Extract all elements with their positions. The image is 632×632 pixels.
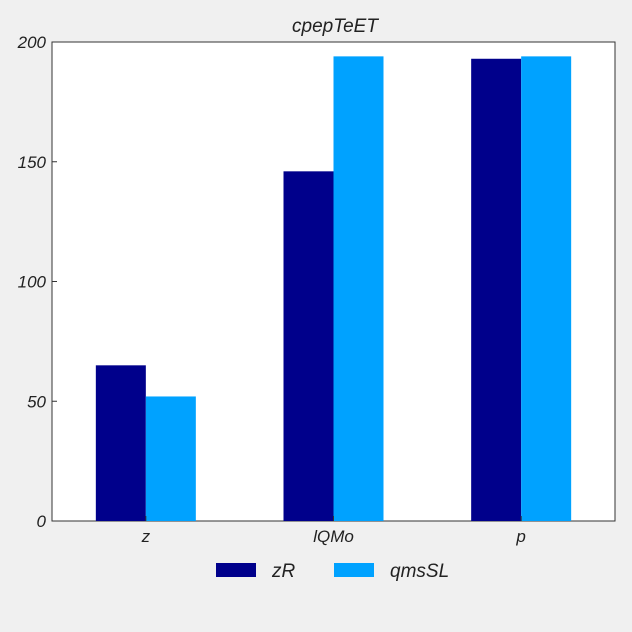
- x-axis: z lQMo p: [141, 516, 526, 546]
- bar-qmsSL-p: [521, 56, 572, 522]
- bar-zR-p: [471, 58, 522, 521]
- legend-label-zR: zR: [271, 561, 296, 582]
- y-tick-label: 150: [18, 153, 47, 172]
- chart-title: cpepTeET: [292, 16, 379, 37]
- bar-zR-lQMo: [283, 171, 334, 521]
- y-tick-label: 0: [37, 512, 47, 531]
- y-tick-label: 100: [18, 273, 47, 292]
- bar-qmsSL-lQMo: [333, 56, 384, 522]
- legend-swatch-zR: [216, 563, 256, 577]
- legend-label-qmsSL: qmsSL: [390, 561, 449, 582]
- bar-qmsSL-z: [145, 396, 196, 521]
- legend: zR qmsSL: [216, 561, 449, 582]
- legend-swatch-qmsSL: [334, 563, 374, 577]
- x-tick-label: lQMo: [313, 527, 354, 546]
- y-axis: 0 50 100 150 200: [17, 33, 57, 531]
- y-tick-label: 200: [17, 33, 47, 52]
- x-tick-label: z: [141, 527, 151, 546]
- bar-zR-z: [95, 365, 146, 521]
- bars-group: [95, 56, 572, 522]
- x-tick-label: p: [515, 527, 525, 546]
- y-tick-label: 50: [27, 392, 46, 411]
